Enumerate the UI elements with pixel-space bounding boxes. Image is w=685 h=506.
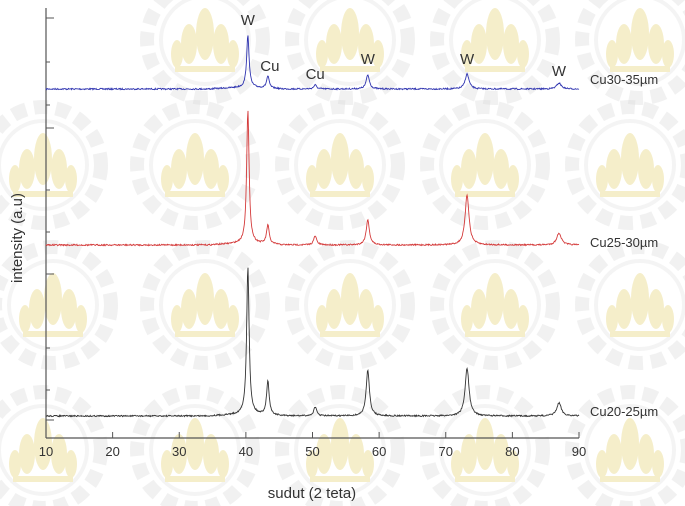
x-tick-label: 10 (39, 444, 53, 459)
series-labels: Cu30-35µm Cu25-30µm Cu20-25µm (590, 72, 658, 419)
peak-annotation: Cu (306, 66, 325, 83)
watermark-emblem (575, 0, 685, 105)
x-tick-label: 90 (572, 444, 586, 459)
x-tick-label: 20 (105, 444, 119, 459)
peak-annotations: W Cu Cu W W W (241, 12, 567, 83)
watermark-emblem (575, 240, 685, 370)
watermark-emblem (140, 0, 270, 105)
watermark-emblem (275, 100, 405, 230)
x-tick-label: 60 (372, 444, 386, 459)
series-line-2 (45, 110, 580, 247)
x-tick-label: 50 (305, 444, 319, 459)
watermark-emblem (130, 100, 260, 230)
series-label: Cu30-35µm (590, 72, 658, 87)
series-group (45, 35, 580, 418)
watermark-emblem (130, 385, 260, 506)
watermark-emblem (275, 385, 405, 506)
watermark-emblem (565, 385, 685, 506)
peak-annotation: W (361, 51, 376, 68)
series-line-1 (45, 35, 580, 91)
peak-annotation: Cu (260, 58, 279, 75)
x-axis-title: sudut (2 teta) (268, 485, 356, 502)
x-axis-ticks: 10 20 30 40 50 60 70 80 90 (39, 432, 586, 459)
x-tick-label: 80 (505, 444, 519, 459)
x-tick-label: 70 (439, 444, 453, 459)
x-tick-label: 30 (172, 444, 186, 459)
watermark-emblem (420, 100, 550, 230)
series-label: Cu20-25µm (590, 404, 658, 419)
peak-annotation: W (460, 51, 475, 68)
watermark-emblem (285, 240, 415, 370)
watermark-emblem (0, 240, 118, 370)
watermark-emblem (0, 100, 108, 230)
watermark-emblem (420, 385, 550, 506)
watermark-emblem (430, 0, 560, 105)
watermark-emblem (565, 100, 685, 230)
x-tick-label: 40 (239, 444, 253, 459)
watermark-emblem (285, 0, 415, 105)
peak-annotation: W (552, 63, 567, 80)
watermark-emblem (430, 240, 560, 370)
y-axis-title: intensity (a.u) (9, 193, 26, 283)
series-line-3 (45, 267, 580, 418)
peak-annotation: W (241, 12, 256, 29)
watermark-emblem (0, 385, 108, 506)
series-label: Cu25-30µm (590, 235, 658, 250)
